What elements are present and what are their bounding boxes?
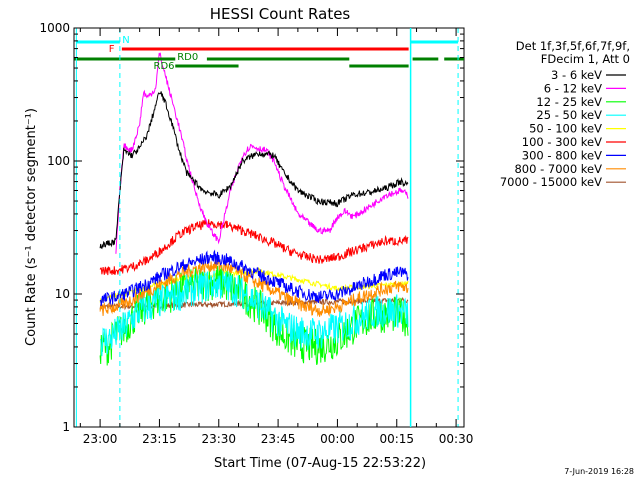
series-line <box>99 258 409 317</box>
legend-label: 12 - 25 keV <box>536 95 602 109</box>
x-tick-label: 00:15 <box>379 432 414 446</box>
y-tick-label: 1 <box>62 420 70 434</box>
series-line <box>115 52 409 254</box>
timestamp: 7-Jun-2019 16:28 <box>564 467 634 476</box>
x-tick-label: 23:30 <box>201 432 236 446</box>
rd0-flag-label: RD0 <box>177 52 198 63</box>
series-line <box>99 219 409 276</box>
x-tick-label: 00:00 <box>320 432 355 446</box>
legend-label: 800 - 7000 keV <box>514 162 602 176</box>
legend-label: 6 - 12 keV <box>544 81 602 95</box>
n-flag-label: N <box>122 35 129 46</box>
y-tick-label: 100 <box>47 154 70 168</box>
y-tick-label: 10 <box>55 287 70 301</box>
x-tick-label: 23:00 <box>83 432 118 446</box>
series-line <box>99 91 409 250</box>
legend-header-line1: Det 1f,3f,5f,6f,7f,9f, <box>516 39 630 53</box>
legend-header-line2: FDecim 1, Att 0 <box>541 52 630 66</box>
legend-label: 25 - 50 keV <box>536 108 602 122</box>
series-line <box>99 268 409 357</box>
x-axis-label: Start Time (07-Aug-15 22:53:22) <box>214 456 426 471</box>
f-flag-label: F <box>109 44 115 55</box>
x-tick-label: 00:30 <box>439 432 474 446</box>
chart-title: HESSI Count Rates <box>210 5 351 23</box>
rd6-flag-label: RD6 <box>154 61 175 72</box>
legend-label: 100 - 300 keV <box>522 135 602 149</box>
legend: Det 1f,3f,5f,6f,7f,9f, FDecim 1, Att 0 3… <box>500 39 630 189</box>
x-tick-label: 23:45 <box>261 432 296 446</box>
series-line <box>99 249 409 306</box>
y-tick-label: 1000 <box>39 21 70 35</box>
x-tick-label: 23:15 <box>142 432 177 446</box>
legend-label: 3 - 6 keV <box>551 68 602 82</box>
legend-label: 300 - 800 keV <box>522 148 602 162</box>
legend-label: 50 - 100 keV <box>529 122 602 136</box>
legend-label: 7000 - 15000 keV <box>500 175 602 189</box>
plot-frame <box>73 27 465 428</box>
y-axis-label: Count Rate (s⁻¹ detector segment⁻¹) <box>24 108 39 346</box>
